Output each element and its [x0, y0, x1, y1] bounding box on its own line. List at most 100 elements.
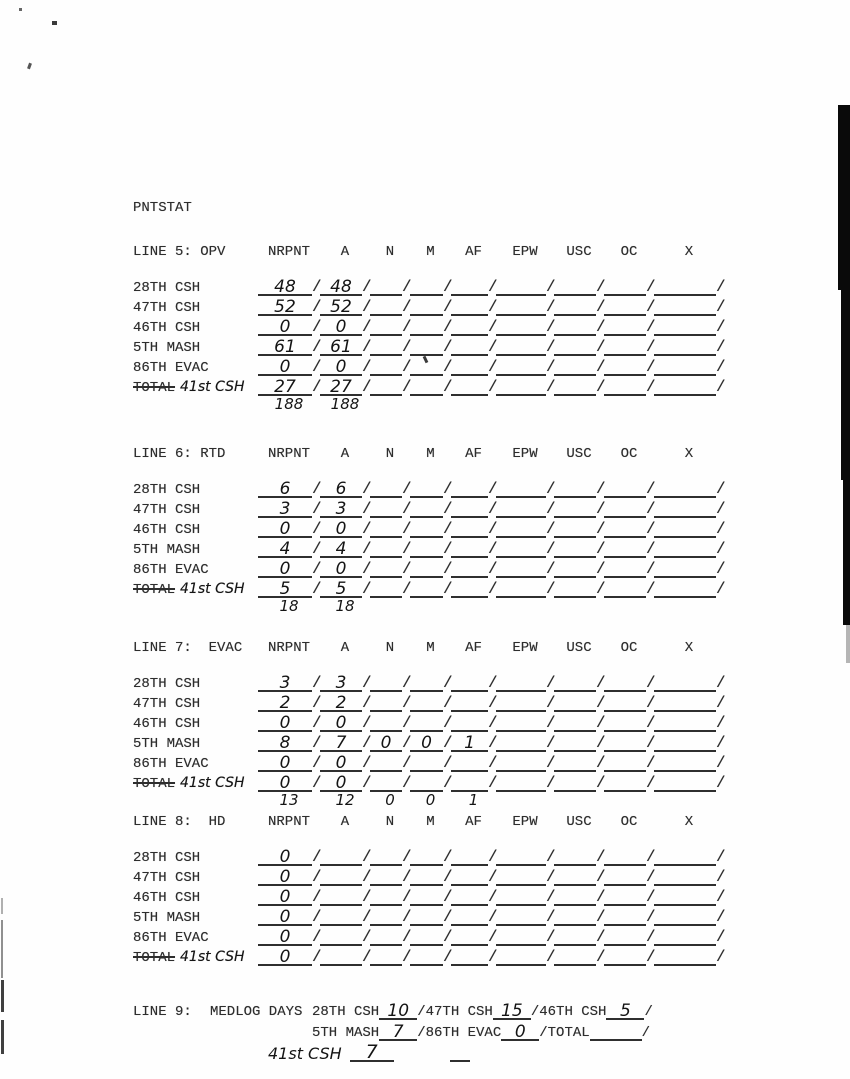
slash-divider: / [443, 714, 453, 732]
line9-entries-2: 5TH MASH 7/86TH EVAC 0/TOTAL / [312, 1024, 650, 1041]
sum-spacer [133, 396, 258, 412]
value-cell [496, 523, 546, 538]
line9-value-cell: 10 [379, 1003, 418, 1020]
slash-divider: / [596, 500, 606, 518]
column-header-oc: OC [620, 814, 638, 830]
slash-divider: / [716, 520, 726, 538]
table-row: TOTAL 41st CSH 27 / 27 / / / / / / / / [133, 376, 726, 397]
value-cell [554, 737, 596, 752]
column-header-oc: OC [620, 446, 638, 462]
line9-entries-1: 28TH CSH 10/47TH CSH 15/46TH CSH 5 / [312, 1001, 653, 1021]
line9-entry-label: /TOTAL [539, 1025, 590, 1041]
column-header-nrpnt: NRPNT [267, 244, 310, 260]
slash-divider: / [596, 298, 606, 316]
slash-divider: / [596, 888, 606, 906]
column-header-a: A [340, 446, 350, 462]
value-cell [554, 583, 596, 598]
slash-divider: / [596, 278, 606, 296]
value-cell [554, 777, 596, 792]
value-cell [554, 543, 596, 558]
slash-divider: / [596, 694, 606, 712]
slash-divider: / [488, 734, 498, 752]
value-cell [496, 677, 546, 692]
slash-divider: / [402, 500, 412, 518]
slash-divider: / [546, 560, 556, 578]
handwritten-value: 0 [279, 887, 291, 907]
slash-divider: / [646, 674, 656, 692]
slash-divider: / [646, 948, 656, 966]
slash-divider: / [646, 500, 656, 518]
value-cell: 0 [258, 319, 312, 336]
value-cell: 48 [258, 279, 312, 296]
slash-divider: / [402, 948, 412, 966]
column-header-a: A [340, 640, 350, 656]
slash-divider: / [362, 540, 372, 558]
value-cell [370, 523, 402, 538]
slash-divider: / [443, 754, 453, 772]
slash-divider: / [362, 674, 372, 692]
value-cell: 0 [258, 887, 312, 907]
value-cell [370, 321, 402, 336]
slash-divider: / [716, 378, 726, 396]
slash-divider: / [646, 734, 656, 752]
column-header-nrpnt: NRPNT [267, 640, 310, 656]
slash-divider: / [402, 928, 412, 946]
column-header-af: AF [465, 640, 482, 656]
value-cell [654, 563, 716, 578]
value-cell: 0 [258, 849, 312, 866]
total-handwritten-label: 41st CSH [180, 581, 245, 597]
value-cell [604, 931, 646, 946]
value-cell [370, 381, 402, 396]
slash-divider: / [402, 338, 412, 356]
slash-divider: / [402, 298, 412, 316]
table-row: 28TH CSH 6 / 6 / / / / / / / / [133, 478, 726, 499]
slash-divider: / [362, 948, 372, 966]
value-cell: 0 [258, 561, 312, 578]
value-cell [654, 321, 716, 336]
column-header-x: X [684, 244, 694, 260]
value-cell: 61 [258, 339, 312, 356]
column-header-oc: OC [620, 640, 638, 656]
scan-edge-artifact [846, 625, 850, 663]
value-cell [451, 697, 488, 712]
row-label: 86TH EVAC [133, 756, 209, 772]
value-cell [496, 697, 546, 712]
value-cell [604, 321, 646, 336]
value-cell [554, 677, 596, 692]
handwritten-value: 27 [330, 377, 352, 397]
sum-value-cell: 18 [320, 598, 370, 614]
slash-divider: / [596, 560, 606, 578]
value-cell [496, 341, 546, 356]
scan-edge-artifact [843, 480, 850, 625]
slash-divider: / [402, 868, 412, 886]
row-label: TOTAL 41st CSH [133, 379, 258, 396]
value-cell [410, 361, 443, 376]
column-header-af: AF [465, 446, 482, 462]
value-cell [554, 951, 596, 966]
table-row: TOTAL 41st CSH 0 / / / / / / / / / [133, 946, 726, 966]
value-cell [496, 281, 546, 296]
value-cell [410, 341, 443, 356]
value-cell [496, 563, 546, 578]
sum-value-cell: 18 [258, 598, 320, 614]
value-cell [496, 717, 546, 732]
slash-divider: / [443, 338, 453, 356]
handwritten-sum-value: 1 [468, 791, 479, 809]
handwritten-value: 5 [620, 1001, 631, 1021]
value-cell [320, 871, 362, 886]
value-cell [370, 583, 402, 598]
column-header-m: M [426, 814, 435, 830]
value-cell: 0 [258, 949, 312, 966]
handwritten-value: 3 [279, 499, 291, 519]
slash-divider: / [646, 278, 656, 296]
slash-divider: / [546, 928, 556, 946]
slash-divider: / [402, 378, 412, 396]
value-cell [554, 483, 596, 498]
column-header-oc: OC [620, 244, 638, 260]
handwritten-value: 6 [335, 479, 347, 499]
slash-divider: / [546, 318, 556, 336]
line9-label: LINE 9: [133, 1004, 192, 1020]
table-row: 46TH CSH 0 / 0 / / / / / / / / [133, 518, 726, 538]
total-struck-label: TOTAL [133, 380, 176, 396]
column-header-x: X [684, 814, 694, 830]
